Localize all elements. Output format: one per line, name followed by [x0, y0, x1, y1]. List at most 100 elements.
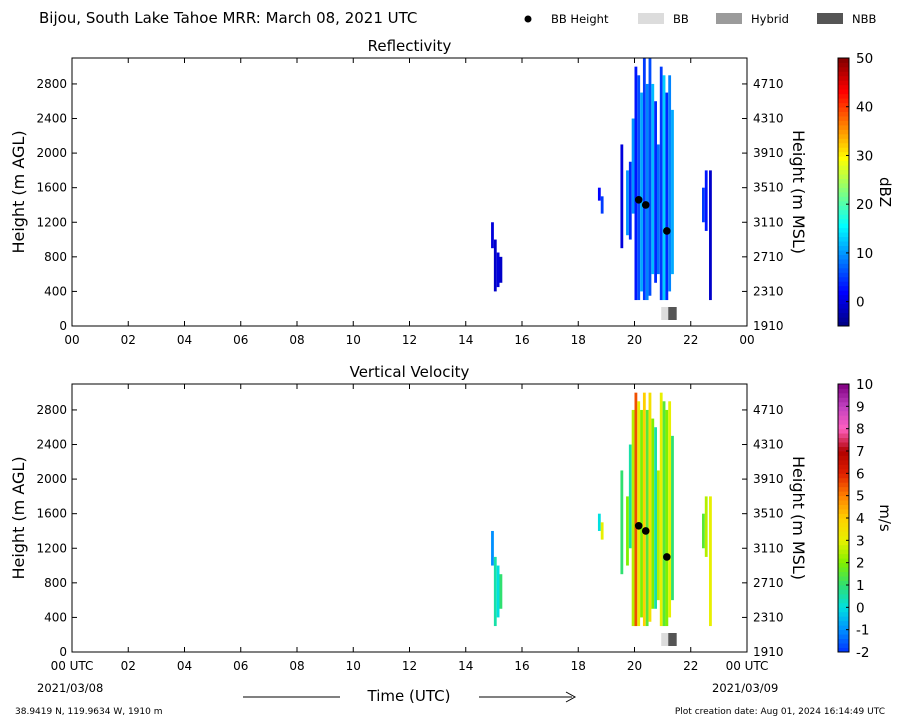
colorbar-label: dBZ — [876, 177, 894, 207]
colorbar-segment — [838, 250, 849, 255]
colorbar-tick-label: 0 — [856, 600, 865, 616]
colorbar-segment — [838, 567, 849, 572]
echo-column — [597, 187, 601, 201]
legend-hybrid-label: Hybrid — [751, 12, 789, 26]
colorbar-segment — [838, 442, 849, 447]
colorbar-segment — [838, 107, 849, 112]
colorbar-segment — [838, 531, 849, 537]
colorbar-label: m/s — [876, 504, 894, 532]
colorbar-segment — [838, 236, 849, 242]
colorbar-segment — [838, 174, 849, 179]
colorbar-segment — [838, 160, 849, 166]
echo-column — [493, 239, 497, 292]
y-tick-label: 2800 — [36, 77, 67, 91]
bb-type-segment — [661, 633, 669, 646]
echo-column — [637, 75, 641, 301]
echo-column — [628, 161, 632, 240]
colorbar-segment — [838, 504, 849, 510]
colorbar-segment — [838, 410, 849, 416]
colorbar-tick-label: 30 — [856, 148, 873, 164]
colorbar-segment — [838, 254, 849, 260]
y-right-tick-label: 3910 — [753, 146, 784, 160]
colorbar-segment — [838, 192, 849, 197]
colorbar-segment — [838, 102, 849, 108]
colorbar-segment — [838, 415, 849, 421]
colorbar-segment — [838, 500, 849, 505]
echo-column — [600, 196, 604, 214]
echo-column — [651, 83, 655, 275]
colorbar-segment — [838, 459, 849, 465]
y-right-tick-label: 4310 — [753, 438, 784, 452]
x-tick-label: 00 — [739, 333, 754, 347]
y-right-tick-label: 4710 — [753, 403, 784, 417]
colorbar-segment — [838, 455, 849, 461]
colorbar-segment — [838, 259, 849, 264]
colorbar-tick-label: 9 — [856, 399, 865, 415]
x-tick-label: 08 — [289, 659, 304, 673]
colorbar-segment — [838, 397, 849, 403]
x-tick-label: 06 — [233, 333, 248, 347]
colorbar-segment — [838, 446, 849, 452]
colorbar-segment — [838, 93, 849, 99]
colorbar-segment — [838, 544, 849, 550]
colorbar-segment — [838, 151, 849, 157]
x-tick-label: 10 — [346, 333, 361, 347]
echo-column — [657, 144, 660, 275]
colorbar-segment — [838, 133, 849, 139]
colorbar-segment — [838, 643, 849, 648]
echo-column — [659, 392, 663, 627]
echo-column — [645, 83, 649, 301]
echo-column — [709, 170, 712, 301]
x-tick-label: 02 — [121, 333, 136, 347]
colorbar-tick-label: 50 — [856, 51, 873, 67]
colorbar-segment — [838, 451, 849, 456]
colorbar-tick-label: 1 — [856, 578, 865, 594]
colorbar-segment — [838, 187, 849, 193]
colorbar-frame — [837, 57, 850, 327]
colorbar-segment — [838, 245, 849, 251]
echo-column — [637, 401, 641, 627]
echo-column — [496, 565, 500, 618]
colorbar-segment — [838, 58, 849, 63]
colorbar-segment — [838, 384, 849, 389]
bb-height-marker — [663, 227, 671, 235]
y-right-tick-label: 3910 — [753, 472, 784, 486]
time-arrow-icon — [565, 691, 577, 703]
colorbar-segment — [838, 522, 849, 528]
colorbar-segment — [838, 62, 849, 68]
y-right-tick-label: 3510 — [753, 507, 784, 521]
colorbar-segment — [838, 317, 849, 322]
colorbar-segment — [838, 491, 849, 497]
colorbar-segment — [838, 294, 849, 300]
colorbar-segment — [838, 388, 849, 394]
colorbar-segment — [838, 549, 849, 555]
y-tick-label: 2800 — [36, 403, 67, 417]
colorbar-segment — [838, 312, 849, 318]
colorbar-segment — [838, 598, 849, 604]
echo-column — [620, 144, 624, 249]
colorbar-segment — [838, 406, 849, 412]
echo-column — [654, 427, 657, 609]
echo-column — [620, 470, 624, 575]
legend-bb-swatch — [638, 13, 664, 24]
colorbar-segment — [838, 424, 849, 430]
colorbar-segment — [838, 165, 849, 171]
bb-type-segment — [661, 307, 669, 320]
colorbar-segment — [838, 625, 849, 631]
y-tick-label: 1200 — [36, 541, 67, 555]
colorbar-segment — [838, 616, 849, 622]
colorbar-segment — [838, 562, 849, 568]
colorbar-segment — [838, 540, 849, 546]
colorbar-segment — [838, 585, 849, 590]
colorbar-segment — [838, 634, 849, 639]
echo-column — [659, 66, 663, 301]
colorbar-tick-label: 4 — [856, 511, 865, 527]
colorbar-segment — [838, 428, 849, 434]
colorbar-segment — [838, 147, 849, 153]
time-axis-label: Time (UTC) — [367, 687, 451, 705]
colorbar-segment — [838, 308, 849, 313]
colorbar-segment — [838, 200, 849, 206]
